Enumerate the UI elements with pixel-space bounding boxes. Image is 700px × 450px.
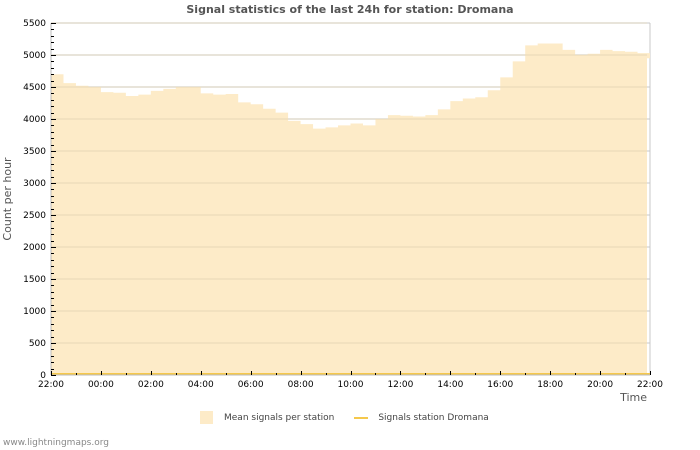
svg-text:20:00: 20:00 <box>587 380 613 390</box>
svg-text:1500: 1500 <box>23 275 46 285</box>
svg-text:2500: 2500 <box>23 211 46 221</box>
chart-title: Signal statistics of the last 24h for st… <box>186 3 514 16</box>
axes: 0 500 1000 1500 2000 2500 3000 3500 4000 4500 5000… <box>23 19 663 390</box>
svg-text:500: 500 <box>29 339 46 349</box>
svg-text:1000: 1000 <box>23 307 46 317</box>
y-axis-title: Count per hour <box>1 157 14 241</box>
svg-text:22:00: 22:00 <box>38 380 64 390</box>
svg-text:00:00: 00:00 <box>88 380 114 390</box>
x-axis-title: Time <box>619 391 647 404</box>
svg-text:08:00: 08:00 <box>288 380 314 390</box>
svg-text:4500: 4500 <box>23 83 46 93</box>
footer-credit: www.lightningmaps.org <box>3 438 109 448</box>
svg-text:5500: 5500 <box>23 19 46 29</box>
legend-item-station: Signals station Dromana <box>354 412 489 423</box>
svg-text:3500: 3500 <box>23 147 46 157</box>
svg-text:4000: 4000 <box>23 115 46 125</box>
line-swatch-icon <box>354 416 369 419</box>
svg-text:06:00: 06:00 <box>238 380 264 390</box>
svg-text:10:00: 10:00 <box>338 380 364 390</box>
legend-label-mean: Mean signals per station <box>224 412 335 423</box>
svg-text:02:00: 02:00 <box>138 380 164 390</box>
svg-text:3000: 3000 <box>23 179 46 189</box>
svg-text:16:00: 16:00 <box>487 380 513 390</box>
legend-label-station: Signals station Dromana <box>378 412 489 423</box>
svg-text:5000: 5000 <box>23 51 46 61</box>
svg-text:12:00: 12:00 <box>387 380 413 390</box>
area-swatch-icon <box>200 411 213 424</box>
svg-text:04:00: 04:00 <box>188 380 214 390</box>
svg-text:14:00: 14:00 <box>437 380 463 390</box>
legend-item-mean: Mean signals per station <box>200 411 334 424</box>
svg-text:22:00: 22:00 <box>637 380 663 390</box>
svg-text:0: 0 <box>40 371 46 381</box>
mean-signals-area <box>51 43 650 375</box>
svg-text:18:00: 18:00 <box>537 380 563 390</box>
svg-text:2000: 2000 <box>23 243 46 253</box>
legend: Mean signals per station Signals station… <box>200 411 509 424</box>
